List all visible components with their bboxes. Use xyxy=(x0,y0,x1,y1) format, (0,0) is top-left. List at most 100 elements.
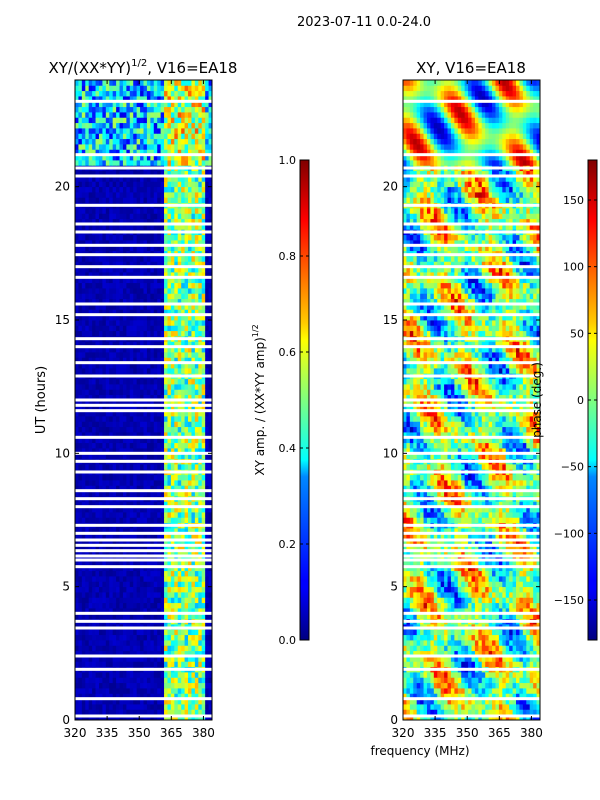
heatmap-cell xyxy=(170,650,175,657)
heatmap-cell xyxy=(167,320,172,326)
heatmap-cell xyxy=(208,176,212,182)
heatmap-cell xyxy=(181,448,185,454)
heatmap-cell xyxy=(112,453,117,460)
heatmap-cell xyxy=(126,298,131,305)
heatmap-cell xyxy=(194,640,199,646)
heatmap-cell xyxy=(88,181,93,188)
heatmap-cell xyxy=(140,325,144,332)
heatmap-cell xyxy=(81,485,86,492)
heatmap-cell xyxy=(194,597,199,604)
heatmap-cell xyxy=(143,90,148,97)
heatmap-cell xyxy=(129,661,134,668)
heatmap-cell xyxy=(191,224,196,230)
heatmap-cell xyxy=(447,704,452,710)
heatmap-cell xyxy=(150,368,155,374)
heatmap-cell xyxy=(198,480,203,486)
heatmap-cell xyxy=(105,240,110,246)
heatmap-cell xyxy=(81,314,86,321)
heatmap-cell xyxy=(122,176,127,182)
heatmap-cell xyxy=(75,661,79,668)
heatmap-cell xyxy=(92,485,96,492)
heatmap-cell xyxy=(198,485,203,492)
heatmap-cell xyxy=(205,85,209,92)
heatmap-cell xyxy=(95,218,100,225)
heatmap-cell xyxy=(184,309,189,316)
heatmap-cell xyxy=(191,490,196,497)
heatmap-cell xyxy=(136,122,141,129)
heatmap-cell xyxy=(75,170,79,177)
heatmap-cell xyxy=(174,272,179,278)
heatmap-cell xyxy=(116,394,120,401)
heatmap-cell xyxy=(78,437,83,444)
heatmap-cell xyxy=(78,277,83,284)
heatmap-cell xyxy=(167,170,172,177)
heatmap-cell xyxy=(184,634,189,641)
heatmap-cell xyxy=(201,272,206,278)
heatmap-cell xyxy=(208,672,212,678)
heatmap-cell xyxy=(150,197,155,204)
heatmap-cell xyxy=(150,474,155,481)
heatmap-cell xyxy=(122,325,127,332)
heatmap-cell xyxy=(95,245,100,252)
heatmap-cell xyxy=(133,453,138,460)
heatmap-cell xyxy=(174,650,179,657)
heatmap-cell xyxy=(164,352,168,358)
heatmap-cell xyxy=(433,704,438,710)
heatmap-cell xyxy=(102,346,107,353)
heatmap-cell xyxy=(126,138,131,145)
heatmap-cell xyxy=(129,90,134,97)
heatmap-cell xyxy=(181,272,185,278)
heatmap-cell xyxy=(205,576,209,582)
heatmap-cell xyxy=(164,565,168,572)
heatmap-cell xyxy=(174,298,179,305)
heatmap-cell xyxy=(102,570,107,577)
heatmap-cell xyxy=(188,208,192,214)
heatmap-cell xyxy=(85,405,90,412)
heatmap-cell xyxy=(102,266,107,273)
heatmap-cell xyxy=(160,613,165,620)
heatmap-cell xyxy=(112,640,117,646)
heatmap-cell xyxy=(150,122,155,129)
heatmap-cell xyxy=(75,400,79,406)
heatmap-cell xyxy=(164,490,168,497)
heatmap-cell xyxy=(198,592,203,598)
heatmap-cell xyxy=(201,544,206,550)
heatmap-cell xyxy=(140,448,144,454)
heatmap-cell xyxy=(109,549,114,556)
heatmap-cell xyxy=(191,565,196,572)
heatmap-cell xyxy=(153,426,158,433)
heatmap-cell xyxy=(98,144,103,150)
heatmap-cell xyxy=(157,400,162,406)
heatmap-cell xyxy=(122,90,127,97)
heatmap-cell xyxy=(81,490,86,497)
heatmap-cell xyxy=(116,362,120,369)
heatmap-cell xyxy=(157,538,162,545)
heatmap-cell xyxy=(157,517,162,524)
heatmap-cell xyxy=(170,597,175,604)
heatmap-cell xyxy=(92,224,96,230)
heatmap-cell xyxy=(116,672,120,678)
heatmap-cell xyxy=(174,645,179,652)
heatmap-cell xyxy=(191,149,196,156)
heatmap-cell xyxy=(198,501,203,508)
heatmap-cell xyxy=(143,634,148,641)
heatmap-cell xyxy=(208,432,212,438)
heatmap-cell xyxy=(119,602,124,609)
heatmap-cell xyxy=(181,112,185,118)
heatmap-cell xyxy=(516,709,520,716)
heatmap-cell xyxy=(140,554,144,561)
heatmap-cell xyxy=(146,448,151,454)
heatmap-cell xyxy=(136,309,141,316)
heatmap-cell xyxy=(88,128,93,134)
heatmap-cell xyxy=(98,634,103,641)
heatmap-cell xyxy=(205,389,209,396)
heatmap-cell xyxy=(109,533,114,540)
heatmap-cell xyxy=(105,634,110,641)
heatmap-cell xyxy=(92,160,96,166)
heatmap-cell xyxy=(129,117,134,124)
heatmap-cell xyxy=(126,602,131,609)
heatmap-cell xyxy=(81,501,86,508)
heatmap-cell xyxy=(160,645,165,652)
heatmap-cell xyxy=(140,629,144,636)
heatmap-cell xyxy=(188,704,192,710)
